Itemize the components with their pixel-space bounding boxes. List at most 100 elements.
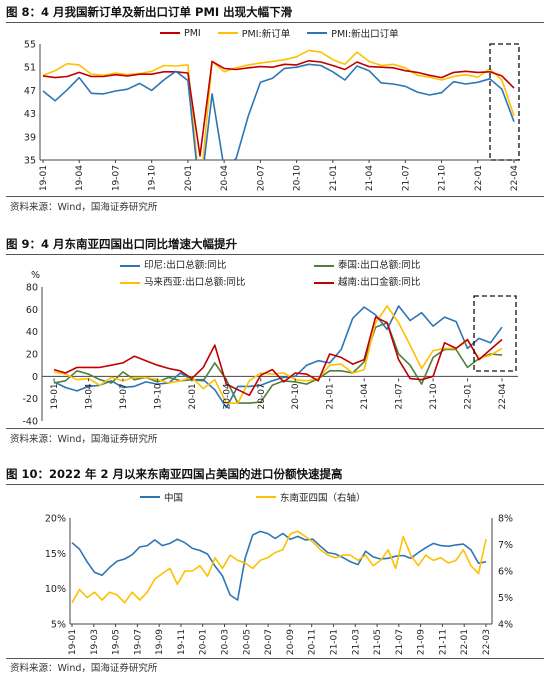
fig9-x-tick-label: 22-04 bbox=[498, 383, 508, 409]
figure-8-chart: 35 39 43 47 51 55 19-01 19-04 19-07 19-10 20-01 20-… bbox=[24, 40, 520, 191]
legend-swatch bbox=[314, 282, 334, 284]
fig9-x-tick-label: 19-01 bbox=[50, 383, 60, 409]
fig10-x-tick-label: 21-01 bbox=[329, 629, 339, 655]
fig8-x-tick-label: 20-07 bbox=[256, 165, 266, 191]
fig10-x-tick-label: 19-01 bbox=[68, 629, 78, 655]
fig9-y-unit-label: % bbox=[31, 270, 40, 281]
legend-swatch bbox=[314, 265, 334, 267]
fig10-x-tick-label: 22-03 bbox=[482, 629, 492, 655]
fig10-left-tick-label: 20% bbox=[45, 514, 66, 525]
legend-item-thailand: 泰国:出口总额:同比 bbox=[314, 258, 420, 274]
fig10-right-tick-label: 7% bbox=[498, 540, 513, 551]
fig9-series-thailand bbox=[53, 321, 503, 404]
fig8-x-tick-label: 19-01 bbox=[39, 165, 49, 191]
fig10-right-tick-label: 5% bbox=[498, 593, 513, 604]
fig10-right-tick-label: 8% bbox=[498, 514, 513, 525]
fig10-x-tick-label: 21-03 bbox=[351, 629, 361, 655]
figure-8-bottom-rule bbox=[6, 196, 544, 197]
fig9-x-tick-label: 20-10 bbox=[291, 383, 301, 409]
figure-10-source: 资料来源：Wind，国海证券研究所 bbox=[10, 663, 158, 674]
fig8-x-tick-label: 19-10 bbox=[148, 165, 158, 191]
figure-8-title: 图 8：4 月我国新订单及新出口订单 PMI 出现大幅下滑 bbox=[6, 5, 293, 19]
legend-item-malaysia: 马来西亚:出口总额:同比 bbox=[120, 275, 300, 291]
fig10-x-tick-label: 20-09 bbox=[286, 629, 296, 655]
fig9-series-vietnam bbox=[53, 316, 503, 397]
figure-10-legend: 中国 东南亚四国（右轴） bbox=[140, 490, 380, 504]
fig10-right-tick-label: 6% bbox=[498, 567, 513, 578]
fig8-y-tick-label: 51 bbox=[24, 63, 36, 74]
legend-swatch bbox=[160, 32, 180, 34]
legend-label: PMI:新订单 bbox=[241, 29, 291, 40]
fig10-x-tick-label: 20-05 bbox=[242, 629, 252, 655]
fig8-x-tick-label: 21-10 bbox=[438, 165, 448, 191]
legend-swatch bbox=[307, 32, 328, 34]
fig10-x-tick-label: 19-07 bbox=[133, 629, 143, 655]
fig8-y-tick-label: 35 bbox=[24, 156, 36, 167]
fig9-y-tick-label: -20 bbox=[22, 394, 38, 405]
fig8-x-tick-label: 21-07 bbox=[401, 165, 411, 191]
legend-label: 印尼:出口总额:同比 bbox=[144, 260, 227, 271]
figure-9-top-rule bbox=[6, 254, 544, 255]
figure-8-top-rule bbox=[6, 22, 544, 23]
fig10-x-tick-label: 22-01 bbox=[460, 629, 470, 655]
legend-swatch bbox=[256, 496, 277, 498]
fig8-series-new-export-orders bbox=[42, 63, 515, 160]
fig9-highlight-box bbox=[473, 295, 517, 372]
figure-9-source: 资料来源：Wind，国海证券研究所 bbox=[10, 434, 158, 445]
legend-label: 东南亚四国（右轴） bbox=[280, 493, 366, 504]
fig10-x-tick-label: 20-03 bbox=[221, 629, 231, 655]
fig10-series-china bbox=[71, 530, 487, 601]
fig10-x-tick-label: 20-01 bbox=[199, 629, 209, 655]
fig10-x-tick-label: 21-07 bbox=[395, 629, 405, 655]
fig9-x-tick-label: 20-01 bbox=[188, 383, 198, 409]
fig9-x-tick-label: 21-04 bbox=[360, 383, 370, 409]
figure-9-chart: % -40 -20 0 20 40 60 80 19-01 19-04 19-07 19-10 20-0… bbox=[22, 270, 518, 428]
fig8-x-tick-label: 22-01 bbox=[474, 165, 484, 191]
fig10-x-tick-label: 21-05 bbox=[373, 629, 383, 655]
fig9-series-malaysia bbox=[53, 305, 503, 404]
fig10-x-tick-label: 20-07 bbox=[264, 629, 274, 655]
fig9-y-tick-label: -40 bbox=[22, 417, 38, 428]
legend-label: 越南:出口金额:同比 bbox=[338, 277, 421, 288]
fig9-x-tick-label: 22-01 bbox=[464, 383, 474, 409]
fig9-y-tick-label: 40 bbox=[26, 327, 38, 338]
fig10-left-tick-label: 15% bbox=[45, 549, 66, 560]
fig8-y-tick-label: 39 bbox=[24, 132, 36, 143]
fig8-y-tick-label: 55 bbox=[24, 40, 36, 51]
fig8-x-tick-label: 20-04 bbox=[220, 165, 230, 191]
fig10-x-tick-label: 21-09 bbox=[417, 629, 427, 655]
figure-9-bottom-rule bbox=[6, 428, 544, 429]
fig9-x-tick-label: 21-07 bbox=[395, 383, 405, 409]
figure-9-title: 图 9：4 月东南亚四国出口同比增速大幅提升 bbox=[6, 237, 238, 251]
fig8-x-tick-label: 21-01 bbox=[329, 165, 339, 191]
legend-swatch bbox=[120, 265, 140, 267]
legend-item-vietnam: 越南:出口金额:同比 bbox=[314, 275, 420, 291]
legend-label: 马来西亚:出口总额:同比 bbox=[144, 277, 246, 288]
fig8-plot-area bbox=[42, 49, 515, 160]
fig10-x-tick-label: 21-11 bbox=[438, 629, 448, 655]
legend-label: PMI:新出口订单 bbox=[331, 29, 399, 40]
legend-swatch bbox=[217, 32, 238, 34]
fig8-x-tick-label: 21-04 bbox=[365, 165, 375, 191]
figure-10-title: 图 10：2022 年 2 月以来东南亚四国占美国的进口份额快速提高 bbox=[6, 467, 343, 481]
fig8-x-tick-label: 22-04 bbox=[510, 165, 520, 191]
fig9-y-tick-label: 20 bbox=[26, 350, 38, 361]
legend-item-pmi: PMI bbox=[160, 28, 201, 39]
fig9-series-indonesia bbox=[53, 305, 503, 409]
fig8-y-tick-label: 47 bbox=[24, 86, 36, 97]
fig9-x-tick-label: 21-01 bbox=[326, 383, 336, 409]
legend-label: PMI bbox=[184, 27, 201, 39]
fig10-series-sea4 bbox=[71, 530, 487, 604]
fig8-highlight-box bbox=[489, 43, 520, 161]
legend-swatch bbox=[140, 496, 160, 498]
legend-item-china: 中国 bbox=[140, 490, 183, 504]
legend-item-pmi-new-orders: PMI:新订单 bbox=[217, 26, 291, 40]
fig10-x-tick-label: 19-11 bbox=[177, 629, 187, 655]
figure-9-legend: 印尼:出口总额:同比 泰国:出口总额:同比 马来西亚:出口总额:同比 越南:出口金额… bbox=[120, 257, 450, 291]
fig10-left-tick-label: 10% bbox=[45, 584, 66, 595]
fig9-x-tick-label: 20-04 bbox=[222, 383, 232, 409]
legend-item-sea4: 东南亚四国（右轴） bbox=[256, 490, 366, 504]
fig8-x-tick-label: 20-10 bbox=[293, 165, 303, 191]
fig8-x-tick-label: 20-01 bbox=[184, 165, 194, 191]
